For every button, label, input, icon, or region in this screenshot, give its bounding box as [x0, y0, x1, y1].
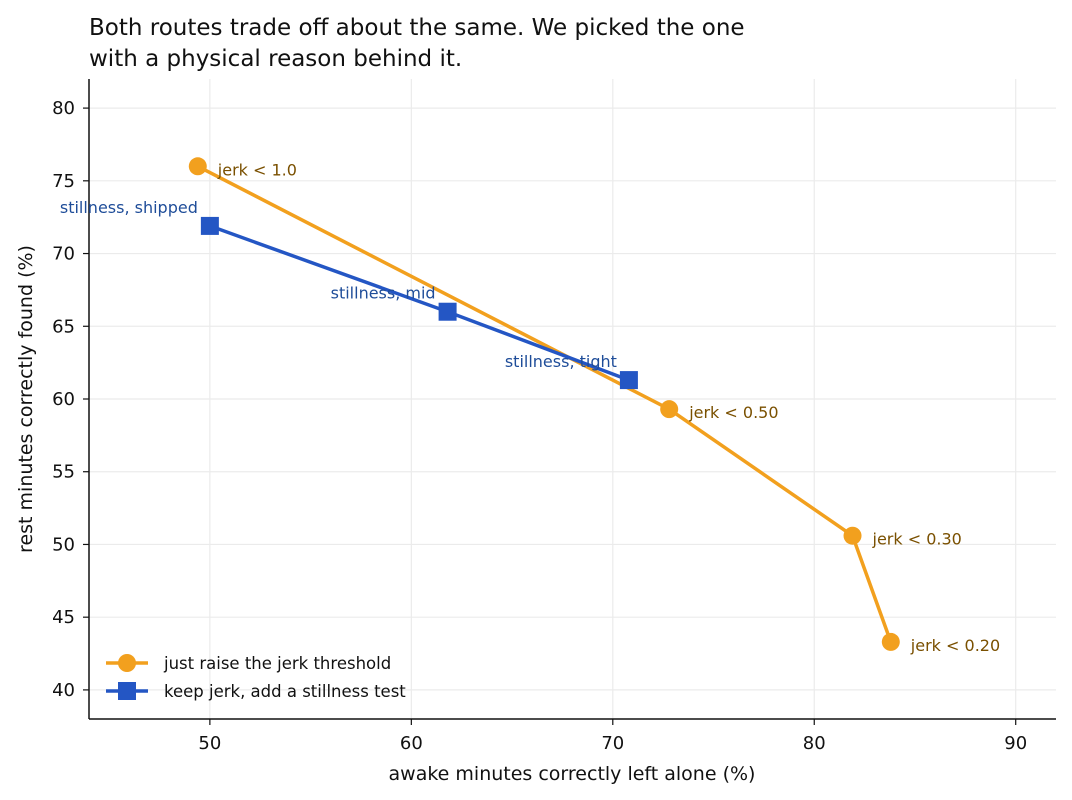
data-point	[881, 632, 900, 651]
data-label: stillness, mid	[331, 284, 436, 303]
y-tick-label: 80	[52, 98, 75, 119]
y-tick-label: 65	[52, 316, 75, 337]
legend-marker	[118, 682, 136, 700]
legend-marker	[118, 654, 136, 672]
data-label: jerk < 0.20	[910, 636, 1000, 655]
data-point	[438, 302, 457, 321]
data-point	[660, 400, 679, 419]
y-tick-label: 45	[52, 607, 75, 628]
legend-label: just raise the jerk threshold	[163, 654, 391, 673]
data-point	[619, 371, 638, 390]
chart-title-line-2: with a physical reason behind it.	[89, 46, 462, 72]
x-axis-label: awake minutes correctly left alone (%)	[389, 763, 756, 785]
point-labels: jerk < 1.0 jerk < 0.50 jerk < 0.30 jerk < 0…	[60, 160, 1000, 655]
y-tick-label: 40	[52, 680, 75, 701]
series-layer	[188, 157, 900, 651]
x-tick-label: 80	[803, 733, 826, 754]
y-tick-label: 50	[52, 534, 75, 555]
y-tick-label: 70	[52, 244, 75, 265]
data-label: jerk < 0.50	[688, 403, 778, 422]
chart-title-line-1: Both routes trade off about the same. We…	[89, 15, 745, 41]
data-label: stillness, tight	[505, 352, 617, 371]
x-tick-label: 60	[400, 733, 423, 754]
gridlines	[89, 79, 1056, 719]
y-tick-label: 60	[52, 389, 75, 410]
data-point	[200, 216, 219, 235]
x-tick-label: 50	[198, 733, 221, 754]
series-line	[196, 164, 893, 643]
x-tick-label: 70	[601, 733, 624, 754]
y-tick-label: 55	[52, 462, 75, 483]
data-point	[843, 526, 862, 545]
data-point	[188, 157, 207, 176]
y-axis-label: rest minutes correctly found (%)	[15, 245, 37, 553]
legend: just raise the jerk threshold keep jerk, …	[106, 654, 406, 701]
y-tick-label: 75	[52, 171, 75, 192]
data-label: jerk < 1.0	[217, 160, 297, 179]
axes: 50 60 70 80 90 40 45 50 55 60 65 70 75 80	[52, 79, 1056, 754]
legend-label: keep jerk, add a stillness test	[164, 682, 406, 701]
data-label: stillness, shipped	[60, 198, 198, 217]
x-tick-label: 90	[1004, 733, 1027, 754]
data-label: jerk < 0.30	[872, 530, 962, 549]
